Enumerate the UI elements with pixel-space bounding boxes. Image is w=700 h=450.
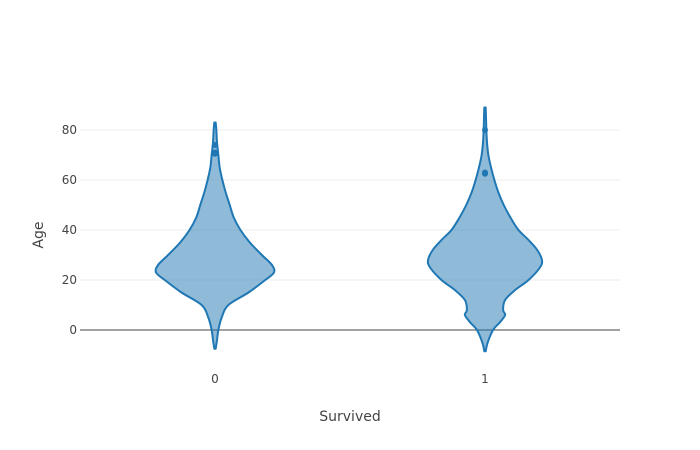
y-axis-title: Age: [31, 221, 47, 248]
outlier-point-0-1: [212, 150, 218, 157]
outlier-point-0-2: [212, 142, 218, 148]
x-axis-title: Survived: [319, 409, 380, 425]
gridlines: [80, 129, 620, 331]
x-tick-label-1: 1: [481, 372, 489, 386]
y-tick-label-20: 20: [62, 273, 77, 287]
tick-labels: 0 20 40 60 80 0 1: [62, 123, 489, 386]
violins: [154, 106, 544, 353]
y-tick-label-60: 60: [62, 173, 77, 187]
outlier-point-1-0: [482, 127, 488, 133]
y-tick-label-40: 40: [62, 223, 77, 237]
outlier-point-1-2: [482, 169, 488, 176]
x-tick-label-0: 0: [211, 372, 219, 386]
violin-1: [426, 106, 544, 353]
violin-0: [154, 121, 276, 350]
y-tick-label-80: 80: [62, 123, 77, 137]
y-tick-label-0: 0: [69, 323, 77, 337]
